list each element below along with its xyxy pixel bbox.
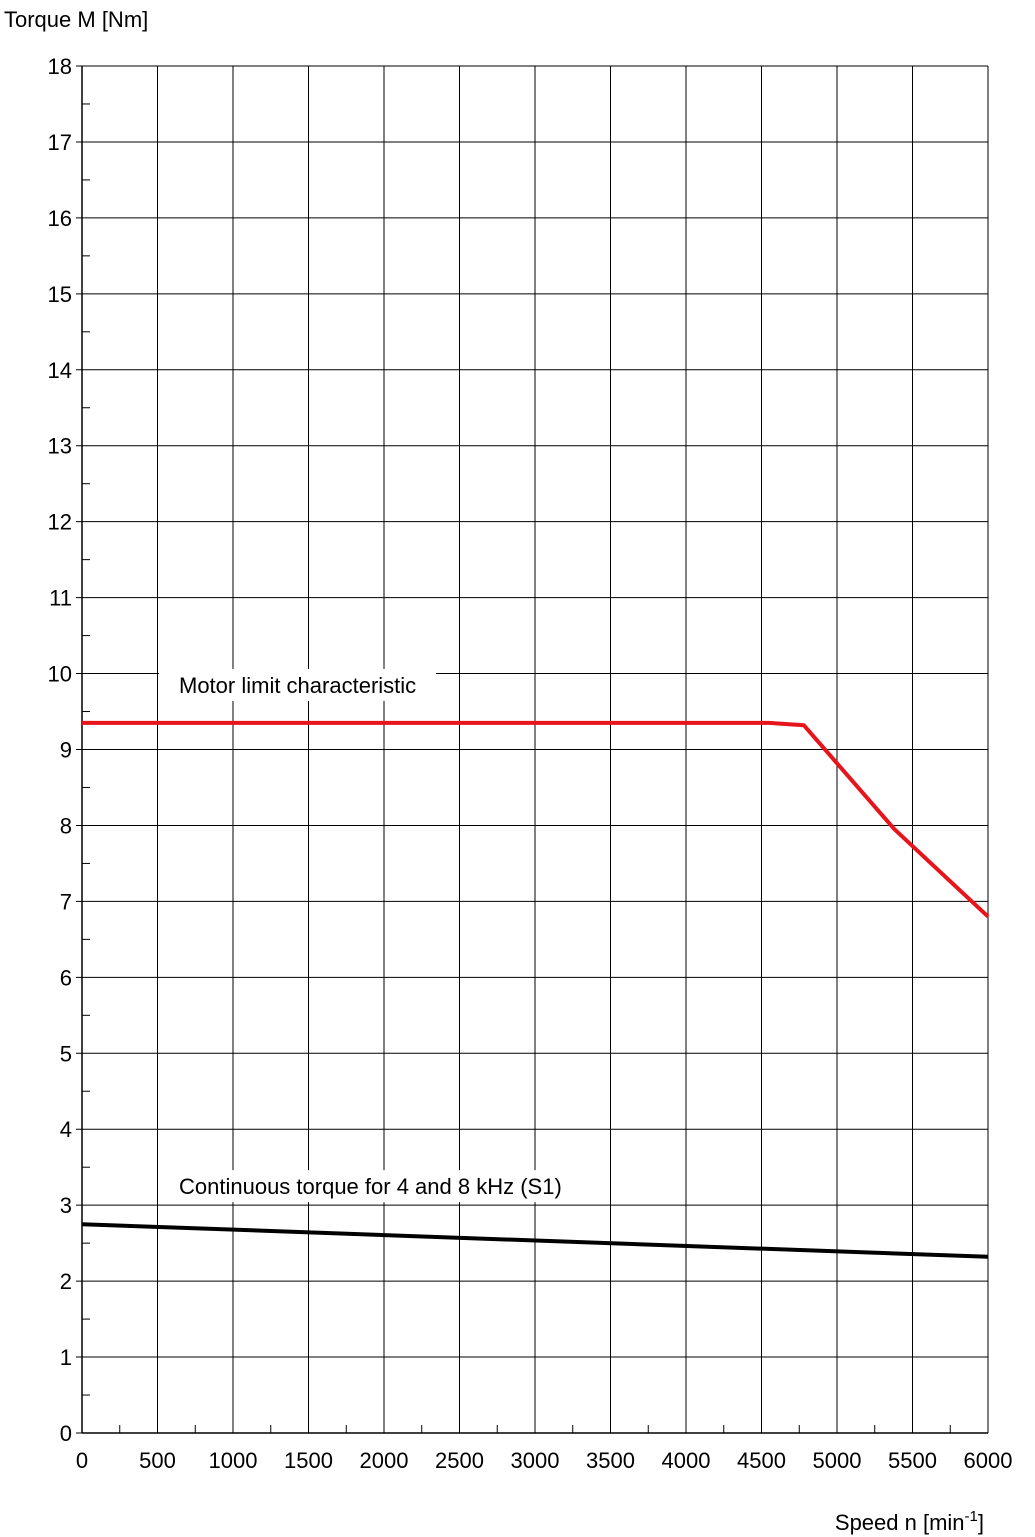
series	[81, 720, 990, 1259]
y-tick-label: 16	[48, 206, 72, 231]
x-tick-label: 0	[76, 1448, 88, 1473]
annotation-background-continuous-torque	[159, 1170, 582, 1203]
y-tick-label: 6	[60, 965, 72, 990]
x-tick-label: 4500	[737, 1448, 786, 1473]
y-tick-label: 3	[60, 1193, 72, 1218]
x-tick-label: 3000	[511, 1448, 560, 1473]
annotation-background-motor-limit	[159, 668, 437, 701]
y-tick-label: 12	[48, 510, 72, 535]
x-tick-label: 5000	[813, 1448, 862, 1473]
y-tick-label: 4	[60, 1117, 72, 1142]
y-tick-label: 8	[60, 813, 72, 838]
x-axis-title-base: Speed n [min	[835, 1510, 965, 1535]
x-tick-label: 5500	[888, 1448, 937, 1473]
x-tick-label: 6000	[964, 1448, 1013, 1473]
x-axis-title: Speed n [min-1]	[835, 1508, 984, 1535]
y-tick-label: 11	[49, 586, 72, 611]
annotations: Motor limit characteristic Continuous to…	[159, 668, 582, 1203]
y-axis-title: Torque M [Nm]	[4, 7, 148, 32]
x-tick-label: 3500	[586, 1448, 635, 1473]
y-tick-label: 15	[48, 282, 72, 307]
x-tick-label: 2000	[360, 1448, 409, 1473]
x-tick-label: 4000	[662, 1448, 711, 1473]
x-axis-title-sup: -1	[965, 1508, 978, 1525]
x-tick-label: 1500	[284, 1448, 333, 1473]
y-tick-label: 18	[48, 54, 72, 79]
y-tick-label: 17	[48, 130, 72, 155]
y-tick-label: 0	[60, 1421, 72, 1446]
y-tick-label: 1	[60, 1345, 72, 1370]
series-line-1	[81, 1222, 989, 1259]
tick-labels: 0 500 1000 1500 2000 2500 3000 3500 4000 4500 5000…	[48, 54, 1013, 1473]
series-line-0	[82, 720, 990, 919]
annotation-motor-limit: Motor limit characteristic	[179, 673, 416, 698]
y-tick-label: 2	[60, 1269, 72, 1294]
annotation-continuous-torque: Continuous torque for 4 and 8 kHz (S1)	[179, 1174, 562, 1199]
y-tick-label: 13	[48, 434, 72, 459]
axes	[81, 66, 988, 1434]
x-tick-label: 2500	[435, 1448, 484, 1473]
x-axis-title-tail: ]	[978, 1510, 984, 1535]
y-tick-label: 14	[48, 358, 72, 383]
y-tick-label: 5	[60, 1041, 72, 1066]
y-tick-label: 7	[60, 889, 72, 914]
y-tick-label: 10	[48, 662, 72, 687]
x-tick-label: 1000	[209, 1448, 258, 1473]
y-tick-label: 9	[60, 738, 72, 763]
x-tick-label: 500	[139, 1448, 176, 1473]
